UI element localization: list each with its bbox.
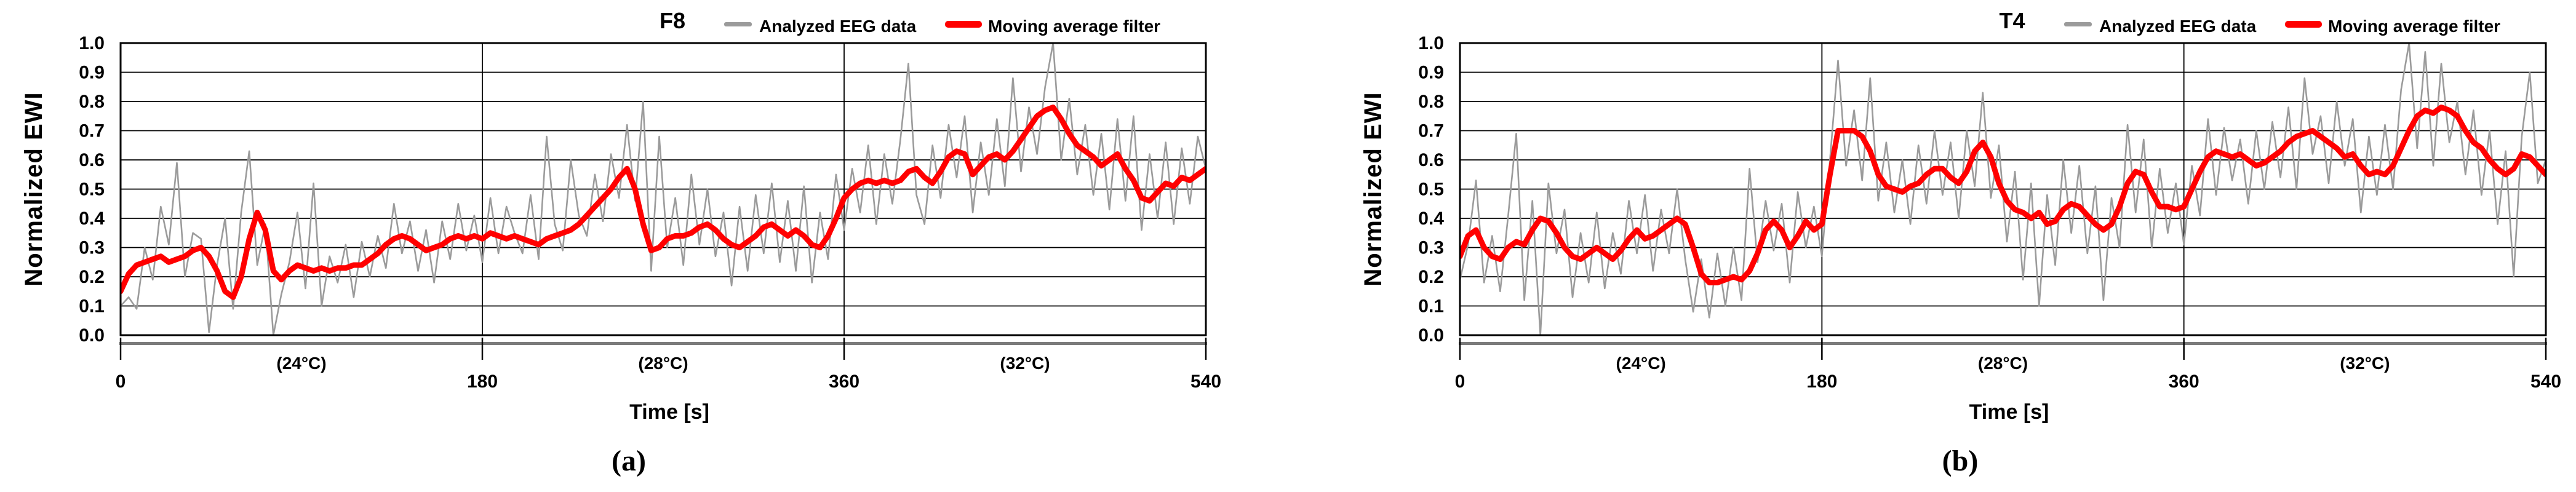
legend-line-sample-red [945, 21, 982, 28]
panel-caption-a: (a) [612, 445, 646, 477]
y-tick-label: 0.4 [1418, 208, 1444, 229]
y-tick-label: 0.1 [79, 296, 105, 317]
moving-average-line [121, 105, 1206, 300]
temperature-annotation: (32°C) [2340, 354, 2390, 373]
moving-average-line [1460, 105, 2546, 285]
legend-line-sample-gray [2064, 22, 2092, 26]
temperature-annotation: (32°C) [1000, 354, 1050, 373]
y-tick-label: 0.2 [79, 267, 105, 287]
x-axis-title: Time [s] [1969, 400, 2049, 424]
chart-title: F8 [660, 8, 685, 33]
y-tick-label: 0.5 [1418, 180, 1444, 200]
y-tick-label: 0.5 [79, 180, 105, 200]
y-tick-label: 0.0 [1418, 325, 1444, 346]
y-tick-label: 1.0 [1418, 33, 1444, 54]
y-tick-label: 0.6 [79, 150, 105, 170]
legend-label-moving-average: Moving average filter [988, 17, 1160, 36]
y-axis-title: Normalized EWI [20, 92, 47, 286]
y-tick-label: 0.2 [1418, 267, 1444, 287]
chart-svg-f8: 0 180 360 540 (24°C) (28°C) (32°C) Time [s] 1.0 0… [20, 8, 1221, 424]
temperature-annotation: (28°C) [638, 354, 688, 373]
x-tick-label: 540 [1190, 371, 1221, 392]
eeg-data-line [121, 43, 1206, 335]
y-tick-label: 0.9 [1418, 63, 1444, 83]
y-tick-label: 0.3 [1418, 238, 1444, 258]
x-tick-label: 180 [467, 371, 498, 392]
y-tick-label: 0.9 [79, 63, 105, 83]
panel-caption-b: (b) [1942, 445, 1979, 477]
temperature-annotation: (24°C) [1616, 354, 1666, 373]
y-tick-label: 0.8 [79, 92, 105, 112]
legend-line-sample-red [2285, 21, 2322, 28]
y-tick-label: 0.4 [79, 208, 105, 229]
y-tick-label: 0.7 [1418, 121, 1444, 141]
x-tick-label: 0 [116, 371, 126, 392]
plot-border [1459, 42, 2547, 336]
x-tick-label: 360 [2169, 371, 2199, 392]
x-tick-label: 180 [1806, 371, 1837, 392]
x-tick-label: 540 [2530, 371, 2561, 392]
y-tick-label: 0.8 [1418, 92, 1444, 112]
y-tick-label: 0.7 [79, 121, 105, 141]
y-tick-label: 1.0 [79, 33, 105, 54]
plot-border [119, 42, 1207, 336]
legend-label-eeg: Analyzed EEG data [759, 17, 917, 36]
chart-title: T4 [1999, 8, 2025, 33]
chart-svg-t4: 0 180 360 540 (24°C) (28°C) (32°C) Time [s] 1.0 0… [1360, 8, 2561, 424]
temperature-annotation: (24°C) [276, 354, 326, 373]
x-axis-band [1459, 342, 2547, 345]
x-axis-title: Time [s] [629, 400, 709, 424]
x-tick-label: 360 [829, 371, 859, 392]
temperature-annotation: (28°C) [1978, 354, 2028, 373]
legend-label-eeg: Analyzed EEG data [2099, 17, 2257, 36]
legend-label-moving-average: Moving average filter [2328, 17, 2500, 36]
y-tick-label: 0.6 [1418, 150, 1444, 170]
y-tick-label: 0.1 [1418, 296, 1444, 317]
x-tick-label: 0 [1455, 371, 1465, 392]
legend-line-sample-gray [724, 22, 752, 26]
y-tick-label: 0.3 [79, 238, 105, 258]
y-tick-label: 0.0 [79, 325, 105, 346]
x-axis-band [119, 342, 1207, 345]
y-axis-title: Normalized EWI [1360, 92, 1387, 286]
